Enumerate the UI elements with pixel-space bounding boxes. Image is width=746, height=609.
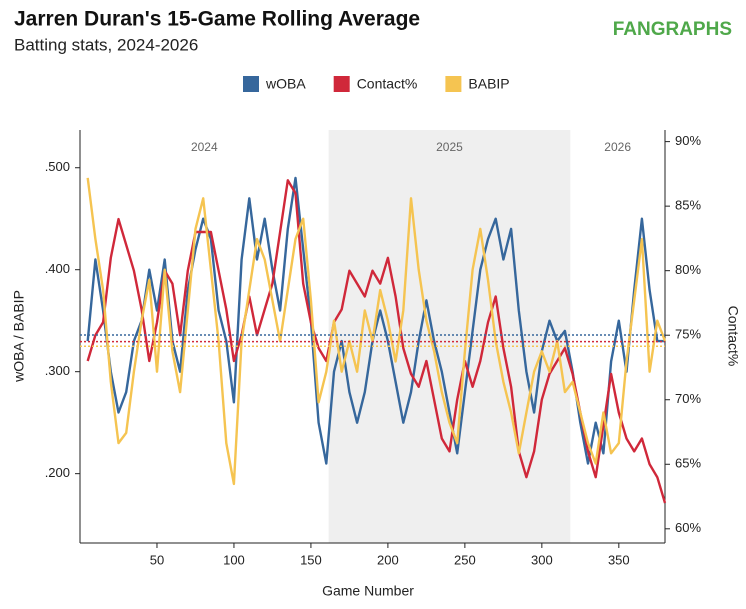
y2-tick-label: 70% — [675, 391, 701, 406]
legend-label: BABIP — [468, 76, 509, 92]
series-line — [86, 177, 667, 486]
y2-tick-label: 60% — [675, 520, 701, 535]
legend-swatch — [445, 76, 462, 92]
series-line — [86, 176, 665, 465]
x-tick-label: 100 — [223, 552, 245, 567]
y2-tick-label: 80% — [675, 262, 701, 277]
legend-swatch — [333, 76, 350, 92]
y2-axis-label: Contact% — [725, 306, 741, 367]
y2-tick-label: 85% — [675, 198, 701, 213]
y-tick-label: .400 — [45, 261, 70, 276]
brand-logo: FANGRAPHS — [613, 19, 732, 40]
x-tick-label: 50 — [150, 552, 164, 567]
y-tick-label: .200 — [45, 465, 70, 480]
y-tick-label: .300 — [45, 363, 70, 378]
y-tick-label: .500 — [45, 159, 70, 174]
x-tick-label: 300 — [531, 552, 553, 567]
x-tick-label: 350 — [608, 552, 630, 567]
legend-swatch — [243, 76, 259, 92]
legend-label: wOBA — [265, 76, 306, 92]
series-line — [86, 179, 667, 504]
chart-title: Jarren Duran's 15-Game Rolling Average — [14, 8, 420, 31]
x-tick-label: 200 — [377, 552, 399, 567]
season-label: 2025 — [436, 140, 463, 154]
y-axis-label: wOBA / BABIP — [11, 290, 27, 383]
y2-tick-label: 65% — [675, 456, 701, 471]
legend-label: Contact% — [357, 76, 418, 92]
x-axis-label: Game Number — [322, 583, 414, 599]
x-tick-label: 150 — [300, 552, 322, 567]
season-label: 2026 — [604, 140, 631, 154]
season-shade — [328, 130, 571, 543]
season-label: 2024 — [191, 140, 218, 154]
y2-tick-label: 75% — [675, 327, 701, 342]
chart-subtitle: Batting stats, 2024-2026 — [14, 35, 198, 54]
x-tick-label: 250 — [454, 552, 476, 567]
y2-tick-label: 90% — [675, 133, 701, 148]
